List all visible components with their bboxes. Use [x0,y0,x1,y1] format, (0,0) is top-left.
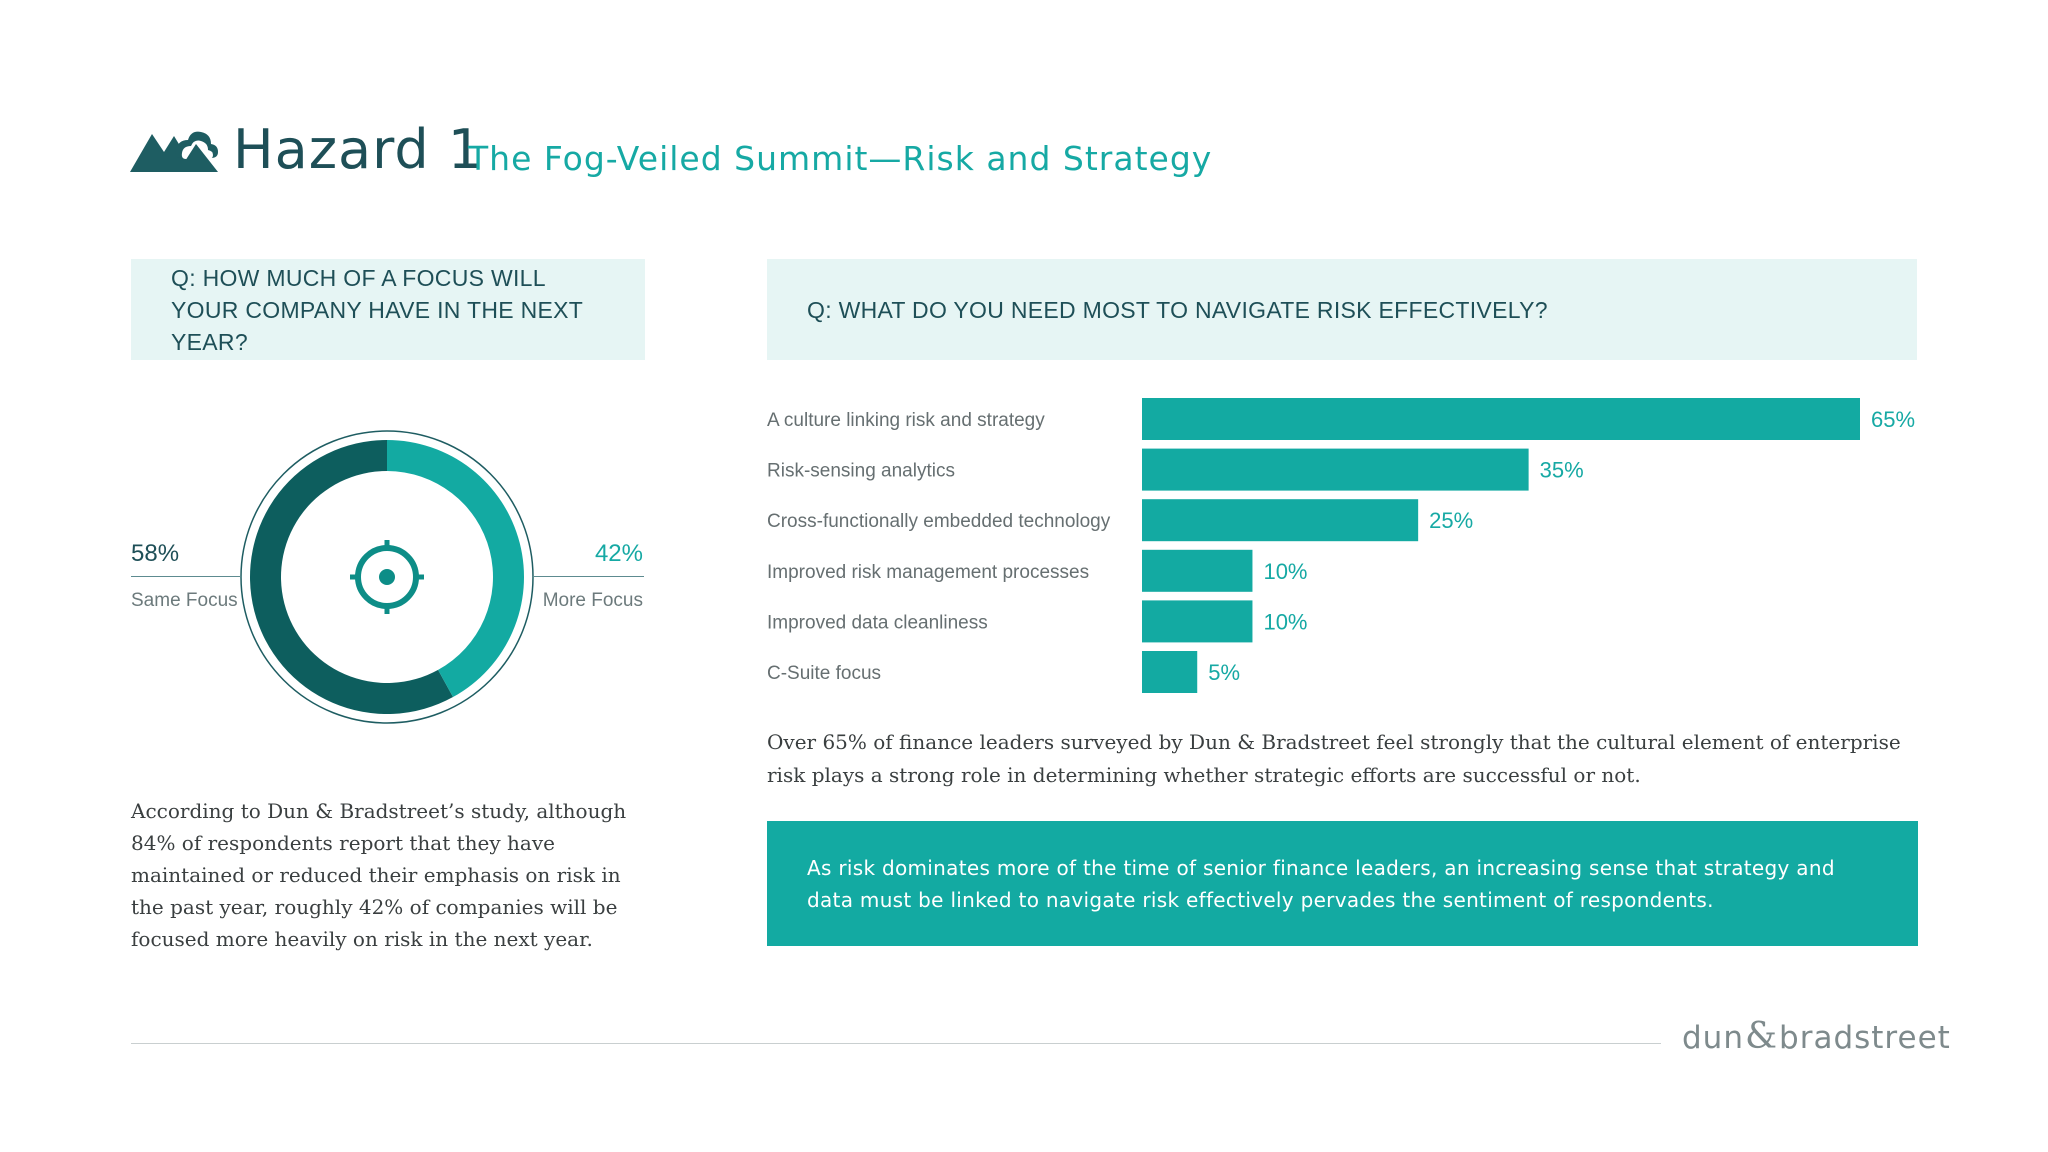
bar [1142,398,1860,440]
study-summary-paragraph: According to Dun & Bradstreet’s study, a… [131,799,627,951]
logo-ampersand: & [1744,1016,1779,1057]
bar-category-label: Improved risk management processes [767,562,1089,583]
question-text-navigate-risk: Q: WHAT DO YOU NEED MOST TO NAVIGATE RIS… [807,296,1548,323]
bar-value-label: 65% [1871,407,1915,432]
question-box-navigate-risk: Q: WHAT DO YOU NEED MOST TO NAVIGATE RIS… [767,259,1917,360]
bar [1142,499,1419,542]
bar-value-label: 25% [1429,508,1473,533]
page-subtitle: The Fog-Veiled Summit—Risk and Strategy [468,139,1213,178]
bar-value-label: 5% [1208,660,1240,685]
bar-value-label: 10% [1263,609,1307,634]
bar [1142,600,1253,643]
donut-outer-ring [240,430,534,724]
navigate-risk-bar-chart: A culture linking risk and strategy 65% Ri… [767,398,1915,693]
bar [1142,651,1198,693]
bar-value-label: 10% [1263,559,1307,584]
question-box-focus: Q: HOW MUCH OF A FOCUS WILL YOUR COMPANY… [131,259,645,360]
donut-value-more-focus: 42% [594,540,643,567]
callout-box: As risk dominates more of the time of se… [767,821,1918,946]
donut-label-same-focus: Same Focus [131,590,238,611]
donut-label-more-focus: More Focus [542,590,643,611]
bar [1142,448,1529,491]
dun-bradstreet-logo: dun&bradstreet [1682,1016,1951,1057]
focus-donut-chart [240,430,534,724]
mountain-cloud-icon [130,131,218,172]
findings-paragraph: Over 65% of finance leaders surveyed by … [767,730,1901,787]
page-title: Hazard 1 [233,118,484,181]
question-text-focus: Q: HOW MUCH OF A FOCUS WILL YOUR COMPANY… [171,264,583,355]
donut-slice-same-focus [250,440,454,714]
bar-category-label: A culture linking risk and strategy [767,410,1045,431]
donut-leader-line-left [131,576,241,577]
bar [1142,549,1253,592]
logo-text-dun: dun [1682,1020,1744,1056]
bar-category-label: Improved data cleanliness [767,612,988,633]
logo-text-bradstreet: bradstreet [1779,1020,1951,1056]
donut-value-same-focus: 58% [131,540,180,567]
bar-value-label: 35% [1540,458,1584,483]
donut-slice-more-focus [387,440,524,698]
bar-category-label: Risk-sensing analytics [767,461,955,482]
target-crosshair-icon [350,540,424,614]
bar-category-label: Cross-functionally embedded technology [767,511,1111,532]
donut-leader-line-right [533,576,644,577]
footer-divider [131,1043,1661,1044]
callout-text: As risk dominates more of the time of se… [807,855,1835,912]
bar-category-label: C-Suite focus [767,663,881,684]
